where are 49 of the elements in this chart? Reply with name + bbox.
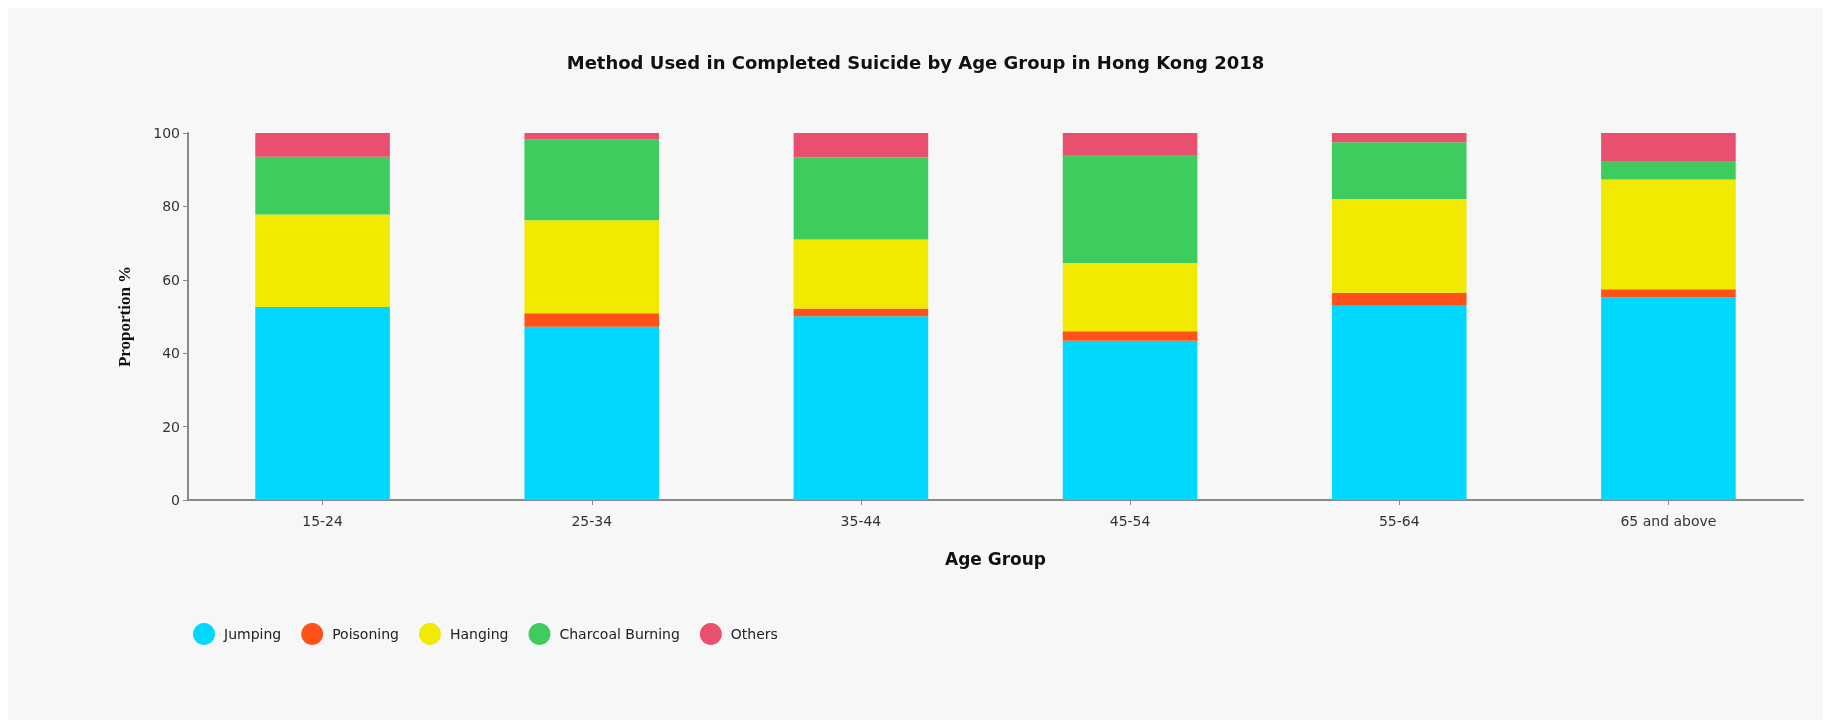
bar	[524, 313, 660, 327]
bar	[524, 326, 660, 500]
x-tick-label: 25-34	[571, 513, 613, 529]
legend-label: Others	[730, 626, 778, 642]
y-tick-label: 20	[162, 418, 180, 435]
y-tick-label: 100	[153, 125, 180, 141]
y-tick-label: 60	[162, 271, 180, 288]
bar	[1062, 340, 1198, 500]
bar	[793, 316, 929, 500]
x-tick-label: 65 and above	[1620, 513, 1717, 529]
bar	[255, 133, 390, 157]
y-axis-title: Proportion %	[115, 265, 134, 368]
bar	[1601, 179, 1736, 290]
legend-label: Hanging	[449, 626, 509, 642]
bar	[1601, 133, 1736, 162]
bar	[1601, 289, 1736, 298]
y-tick-label: 0	[171, 492, 180, 508]
bar	[1062, 262, 1198, 332]
legend-label: Jumping	[223, 626, 282, 642]
x-tick-label: 45-54	[1109, 513, 1151, 529]
bar	[1331, 305, 1467, 500]
legend-label: Charcoal Burning	[559, 626, 680, 642]
bar	[524, 133, 660, 140]
bar	[1331, 199, 1467, 293]
bar	[793, 308, 929, 317]
x-axis-title: Age Group	[944, 548, 1047, 569]
bar	[793, 157, 929, 240]
bar	[1062, 155, 1198, 263]
bar	[1331, 142, 1467, 200]
bar	[524, 139, 660, 221]
bar	[1601, 161, 1736, 180]
bar	[1062, 331, 1198, 341]
y-tick-label: 80	[162, 198, 180, 215]
bar	[524, 220, 660, 314]
bar	[1331, 133, 1467, 143]
y-tick-label: 40	[162, 345, 180, 362]
bar	[1601, 297, 1736, 500]
bar	[1062, 133, 1198, 156]
legend-label: Poisoning	[332, 626, 399, 642]
bar	[255, 214, 390, 307]
x-tick-label: 15-24	[302, 513, 344, 529]
bar	[793, 239, 929, 309]
bar	[255, 156, 390, 215]
x-tick-label: 55-64	[1378, 513, 1420, 529]
x-tick-label: 35-44	[840, 513, 882, 529]
bar	[1331, 292, 1467, 306]
bar	[793, 133, 929, 158]
bar	[255, 306, 390, 500]
chart-title: Method Used in Completed Suicide by Age Group in Hong Kong 2018	[566, 51, 1265, 73]
